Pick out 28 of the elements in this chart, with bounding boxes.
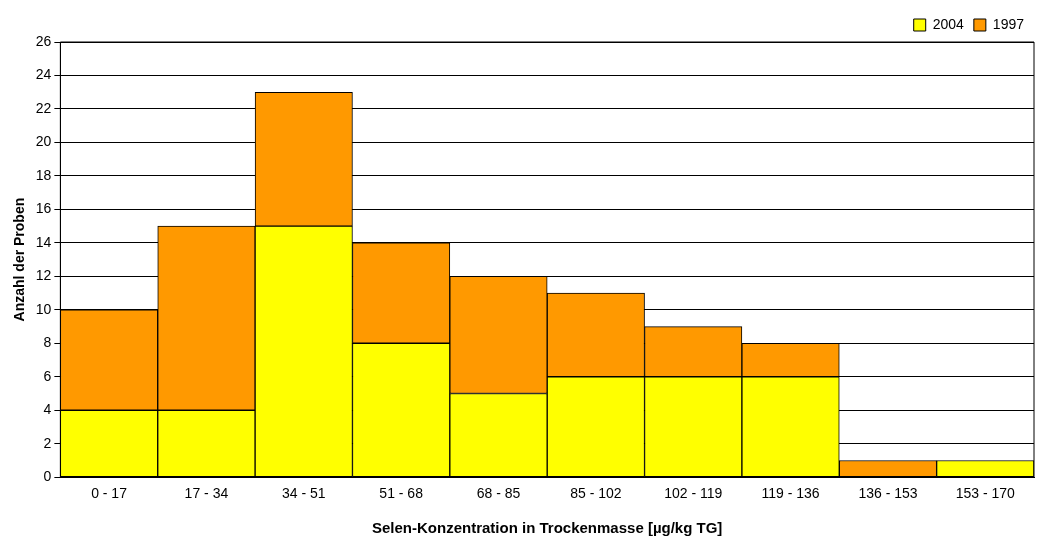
legend-label: 2004 — [932, 15, 965, 32]
y-tick-label: 20 — [35, 133, 52, 150]
y-tick-label: 4 — [43, 401, 52, 418]
x-axis-title: Selen-Konzentration in Trockenmasse [µg/kg TG] — [372, 519, 723, 537]
x-tick-label: 51 - 68 — [379, 485, 424, 502]
y-tick-label: 14 — [35, 233, 52, 250]
x-tick-label: 17 - 34 — [184, 485, 229, 502]
y-tick-label: 6 — [43, 367, 52, 384]
y-tick-label: 12 — [35, 267, 52, 284]
y-tick-label: 10 — [35, 300, 52, 317]
x-tick-label: 0 - 17 — [91, 485, 128, 502]
x-tick-label: 153 - 170 — [955, 485, 1016, 502]
x-tick-label: 102 - 119 — [664, 485, 723, 502]
y-tick-label: 2 — [43, 434, 52, 451]
y-tick-label: 24 — [35, 66, 52, 83]
y-tick-label: 0 — [43, 468, 52, 485]
y-tick-label: 16 — [35, 200, 52, 217]
x-tick-label: 85 - 102 — [570, 485, 622, 502]
x-tick-label: 34 - 51 — [281, 485, 326, 502]
y-axis-title: Anzahl der Proben — [11, 197, 28, 322]
y-tick-label: 8 — [43, 334, 52, 351]
y-tick-label: 22 — [35, 99, 52, 116]
x-tick-label: 136 - 153 — [858, 485, 918, 502]
x-tick-label: 119 - 136 — [761, 485, 820, 502]
y-tick-label: 26 — [35, 32, 52, 49]
legend-label: 1997 — [992, 15, 1025, 32]
x-tick-label: 68 - 85 — [476, 485, 521, 502]
y-tick-label: 18 — [35, 166, 52, 183]
